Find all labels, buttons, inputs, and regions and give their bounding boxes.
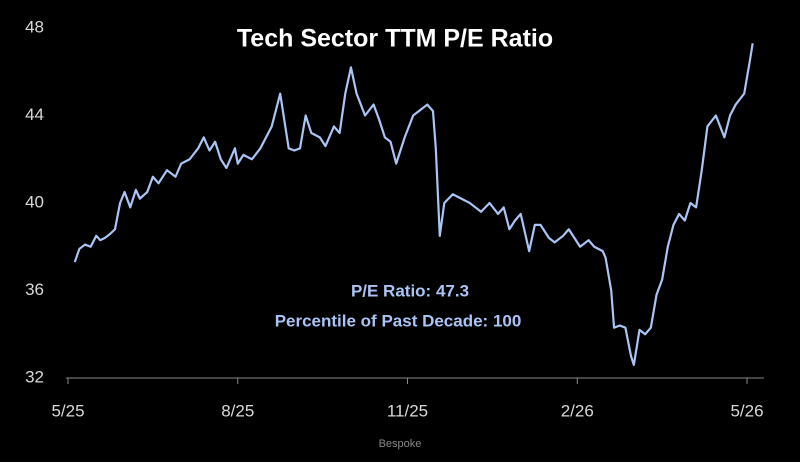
x-tick-label: 5/26 (730, 401, 763, 420)
x-tick-label: 5/25 (51, 401, 84, 420)
y-tick-label: 40 (25, 192, 44, 211)
y-tick-label: 32 (25, 367, 44, 386)
x-tick-label: 11/25 (387, 401, 428, 420)
x-tick-label: 2/26 (561, 401, 594, 420)
line (73, 43, 754, 366)
source: Bespoke (379, 438, 422, 450)
chart-panel (0, 0, 780, 437)
y-tick-label: 48 (25, 17, 44, 36)
y-tick-label: 44 (25, 105, 44, 124)
annotation: Percentile of Past Decade: 100 (275, 311, 522, 330)
annotation: P/E Ratio: 47.3 (351, 281, 469, 300)
chart-title: Tech Sector TTM P/E Ratio (237, 25, 553, 53)
y-tick-label: 36 (25, 280, 44, 299)
x-tick-label: 8/25 (221, 401, 254, 420)
